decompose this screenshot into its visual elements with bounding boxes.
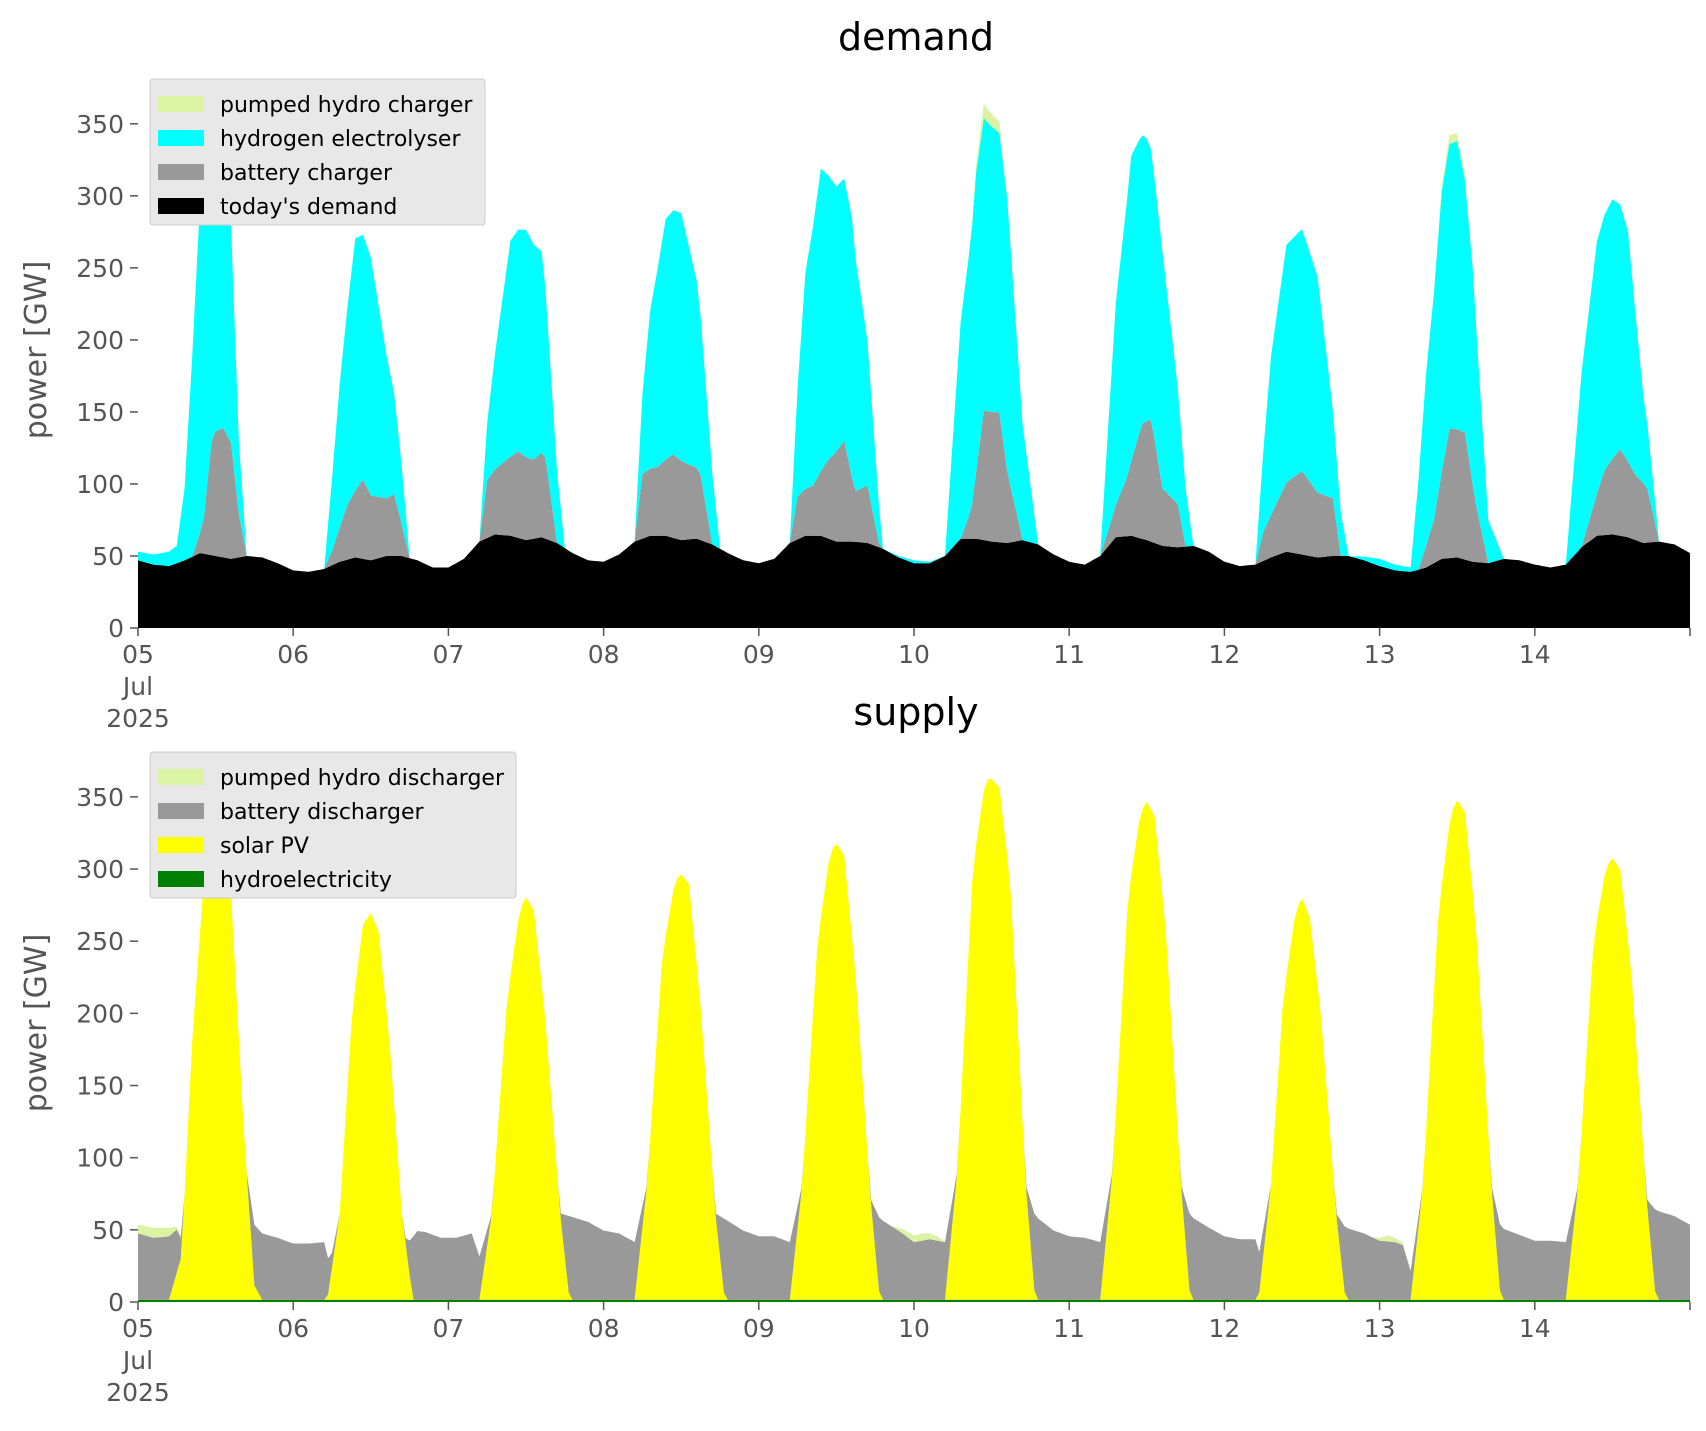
y-tick-label: 100 [76,1144,124,1173]
x-tick-label-extra: 2025 [106,704,170,733]
x-tick-label: 13 [1364,1314,1396,1343]
legend-label-hydrogen-electrolyser: hydrogen electrolyser [220,127,461,152]
x-tick-label: 09 [743,1314,775,1343]
y-tick-label: 350 [76,783,124,812]
x-tick-label: 05 [122,1314,154,1343]
y-tick-label: 250 [76,254,124,283]
x-tick-label: 11 [1053,1314,1085,1343]
area-hydroelectricity [138,1299,1690,1302]
x-tick-label: 08 [588,640,620,669]
y-tick-label: 0 [108,614,124,643]
x-tick-label: 07 [432,1314,464,1343]
legend-label-hydroelectricity: hydroelectricity [220,868,392,893]
chart-title: demand [838,15,994,59]
legend: pumped hydro charger hydrogen electrolyse… [149,78,486,226]
x-tick-label: 12 [1208,640,1240,669]
y-tick-label: 200 [76,326,124,355]
y-axis-label: power [GW] [19,261,54,440]
y-tick-label: 350 [76,110,124,139]
demand-panel: demand power [GW] 0501001502002503003500… [19,15,1691,733]
y-axis-label: power [GW] [19,934,54,1113]
x-tick-label: 07 [432,640,464,669]
legend-swatch-pumped-hydro-charger [158,96,204,112]
x-tick-label: 10 [898,1314,930,1343]
y-tick-label: 50 [92,542,124,571]
x-tick-label-extra: Jul [121,672,153,701]
area-hydrogen-electrolyser [138,118,1690,572]
y-tick-label: 150 [76,398,124,427]
area-series-group [138,103,1690,628]
area-series-group [138,778,1690,1302]
legend-label-pumped-hydro-discharger: pumped hydro discharger [220,766,505,791]
x-tick-label: 14 [1519,640,1551,669]
area-battery-discharger [138,778,1690,1300]
y-tick-label: 0 [108,1288,124,1317]
y-tick-label: 300 [76,855,124,884]
x-tick-label-extra: Jul [121,1346,153,1375]
x-tick-label: 12 [1208,1314,1240,1343]
x-tick-label: 08 [588,1314,620,1343]
legend-swatch-hydroelectricity [158,871,204,887]
axes: 0 50 100 150 200 250 300 350 05 06 07 08 09 10 11 12 13 1… [76,783,1691,1407]
legend-swatch-pumped-hydro-discharger [158,769,204,785]
x-tick-label: 09 [743,640,775,669]
chart-title: supply [853,690,978,734]
legend-label-solar-pv: solar PV [220,834,309,859]
x-tick-label-extra: 2025 [106,1378,170,1407]
legend-swatch-battery-charger [158,164,204,180]
legend: pumped hydro discharger battery discharge… [149,751,517,899]
x-tick-label: 06 [277,1314,309,1343]
area-today-s-demand [138,534,1690,628]
x-tick-label: 10 [898,640,930,669]
legend-label-pumped-hydro-charger: pumped hydro charger [220,93,473,118]
legend-label-battery-discharger: battery discharger [220,800,425,825]
x-tick-label: 05 [122,640,154,669]
x-tick-label: 13 [1364,640,1396,669]
legend-swatch-today-s-demand [158,198,204,214]
y-tick-label: 150 [76,1072,124,1101]
legend-swatch-battery-discharger [158,803,204,819]
supply-panel: supply power [GW] 0501001502002503003500… [19,690,1691,1407]
y-tick-label: 300 [76,182,124,211]
y-tick-label: 50 [92,1216,124,1245]
legend-box [149,78,486,226]
area-battery-charger [138,410,1690,572]
legend-box [149,751,517,899]
area-solar-pv [138,778,1690,1300]
legend-swatch-solar-pv [158,837,204,853]
legend-swatch-hydrogen-electrolyser [158,130,204,146]
legend-label-battery-charger: battery charger [220,161,393,186]
axes: 0 50 100 150 200 250 300 350 05 06 07 08 09 10 11 12 13 1… [76,110,1691,733]
x-tick-label: 14 [1519,1314,1551,1343]
y-tick-label: 200 [76,999,124,1028]
legend-label-today-s-demand: today's demand [220,195,397,220]
x-tick-label: 11 [1053,640,1085,669]
y-tick-label: 250 [76,927,124,956]
x-tick-label: 06 [277,640,309,669]
y-tick-label: 100 [76,470,124,499]
